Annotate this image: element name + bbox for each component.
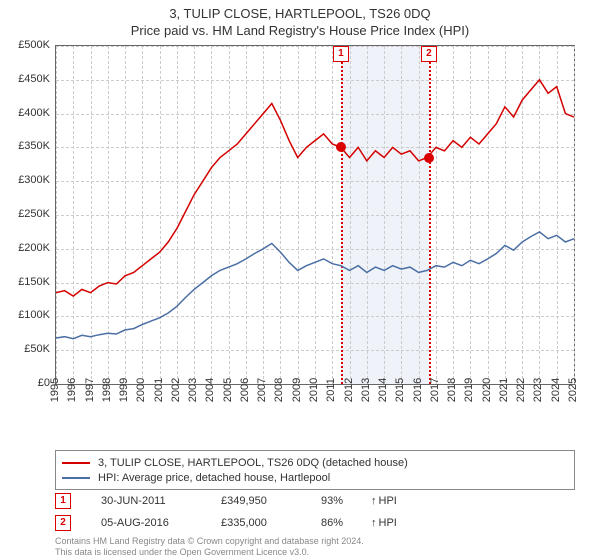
sale-index-badge: 1 [55, 493, 71, 509]
legend-item: HPI: Average price, detached house, Hart… [62, 470, 568, 485]
x-axis-label: 2010 [308, 378, 320, 402]
x-axis-label: 2017 [429, 378, 441, 402]
x-axis-label: 2012 [343, 378, 355, 402]
x-axis-label: 2000 [135, 378, 147, 402]
x-axis-label: 1996 [66, 378, 78, 402]
x-axis-label: 2025 [567, 378, 579, 402]
arrow-up-icon: ↑ [371, 517, 377, 529]
x-axis-label: 2006 [239, 378, 251, 402]
legend-box: 3, TULIP CLOSE, HARTLEPOOL, TS26 0DQ (de… [55, 450, 575, 490]
x-axis-label: 1998 [101, 378, 113, 402]
x-axis-label: 2013 [360, 378, 372, 402]
page-title: 3, TULIP CLOSE, HARTLEPOOL, TS26 0DQ [0, 0, 600, 21]
footer-attribution: Contains HM Land Registry data © Crown c… [55, 536, 364, 558]
x-axis-label: 1999 [118, 378, 130, 402]
x-axis-label: 2008 [273, 378, 285, 402]
series-property-line [56, 80, 574, 296]
x-axis-label: 2019 [463, 378, 475, 402]
chart-container: 3, TULIP CLOSE, HARTLEPOOL, TS26 0DQ Pri… [0, 0, 600, 560]
x-axis-label: 2002 [170, 378, 182, 402]
x-axis-label: 2014 [377, 378, 389, 402]
x-axis-label: 1997 [84, 378, 96, 402]
x-axis-label: 2004 [204, 378, 216, 402]
x-axis-label: 2001 [153, 378, 165, 402]
legend-item: 3, TULIP CLOSE, HARTLEPOOL, TS26 0DQ (de… [62, 455, 568, 470]
legend-label: 3, TULIP CLOSE, HARTLEPOOL, TS26 0DQ (de… [98, 457, 408, 469]
sales-row: 1 30-JUN-2011£349,95093%↑HPI [55, 490, 397, 512]
x-axis-label: 2016 [412, 378, 424, 402]
x-axis-label: 2018 [446, 378, 458, 402]
x-axis-label: 2015 [394, 378, 406, 402]
sale-pct: 93% [321, 495, 371, 507]
x-axis-label: 2024 [550, 378, 562, 402]
x-axis-label: 2023 [532, 378, 544, 402]
page-subtitle: Price paid vs. HM Land Registry's House … [0, 21, 600, 38]
y-axis-label: £250K [0, 208, 50, 220]
legend-label: HPI: Average price, detached house, Hart… [98, 472, 330, 484]
legend-swatch [62, 477, 90, 479]
sale-pct: 86% [321, 517, 371, 529]
series-svg [56, 46, 574, 384]
legend-swatch [62, 462, 90, 464]
arrow-up-icon: ↑ [371, 495, 377, 507]
sales-table: 1 30-JUN-2011£349,95093%↑HPI 2 05-AUG-2016£… [55, 490, 397, 534]
x-axis-label: 2003 [187, 378, 199, 402]
y-axis-label: £500K [0, 39, 50, 51]
x-axis-label: 2007 [256, 378, 268, 402]
x-axis-label: 2011 [325, 378, 337, 402]
series-hpi-line [56, 232, 574, 339]
sale-date: 30-JUN-2011 [101, 495, 221, 507]
chart-area: 12 £0£50K£100K£150K£200K£250K£300K£350K£… [55, 45, 575, 415]
sale-ref: HPI [379, 495, 397, 507]
y-axis-label: £100K [0, 309, 50, 321]
x-axis-label: 2005 [222, 378, 234, 402]
y-axis-label: £300K [0, 174, 50, 186]
y-axis-label: £450K [0, 73, 50, 85]
y-axis-label: £0 [0, 377, 50, 389]
x-axis-label: 2009 [291, 378, 303, 402]
gridline-v [574, 46, 575, 384]
x-axis-label: 1995 [49, 378, 61, 402]
y-axis-label: £400K [0, 107, 50, 119]
footer-line-1: Contains HM Land Registry data © Crown c… [55, 536, 364, 547]
x-axis-label: 2020 [481, 378, 493, 402]
y-axis-label: £350K [0, 140, 50, 152]
y-axis-label: £200K [0, 242, 50, 254]
sale-date: 05-AUG-2016 [101, 517, 221, 529]
sales-row: 2 05-AUG-2016£335,00086%↑HPI [55, 512, 397, 534]
x-axis-label: 2021 [498, 378, 510, 402]
sale-price: £349,950 [221, 495, 321, 507]
sale-ref: HPI [379, 517, 397, 529]
x-axis-label: 2022 [515, 378, 527, 402]
plot-region: 12 [55, 45, 575, 385]
footer-line-2: This data is licensed under the Open Gov… [55, 547, 364, 558]
y-axis-label: £150K [0, 276, 50, 288]
y-axis-label: £50K [0, 343, 50, 355]
sale-index-badge: 2 [55, 515, 71, 531]
sale-price: £335,000 [221, 517, 321, 529]
